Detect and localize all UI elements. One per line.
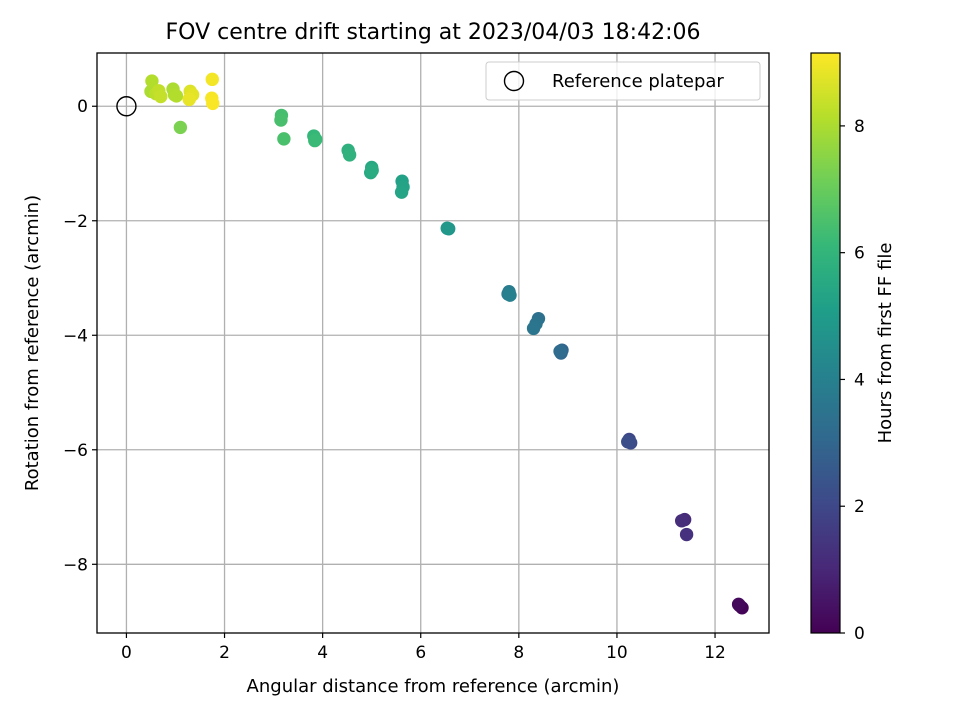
- data-point: [503, 288, 517, 302]
- data-point: [173, 120, 188, 135]
- legend-reference-label: Reference platepar: [552, 71, 724, 92]
- colorbar-ticks: 0 2 4 6 8: [840, 117, 865, 644]
- data-point: [679, 527, 694, 542]
- colorbar-gradient: [810, 52, 841, 634]
- x-axis-label: Angular distance from reference (arcmin): [247, 676, 620, 697]
- colorbar: 0 2 4 6 8 Hours from first FF file: [810, 52, 896, 644]
- legend-reference-marker: [503, 70, 525, 92]
- data-point: [169, 89, 184, 103]
- data-point: [308, 133, 322, 148]
- x-tick-label: 4: [317, 643, 328, 663]
- data-point: [274, 113, 288, 127]
- colorbar-tick-label: 2: [854, 497, 865, 517]
- data-point: [342, 148, 357, 162]
- reference-marker-layer: [116, 96, 137, 117]
- x-tick-label: 0: [121, 643, 132, 663]
- y-tick-label: −4: [63, 326, 88, 346]
- data-point: [731, 597, 746, 612]
- chart-title: FOV centre drift starting at 2023/04/03 …: [166, 20, 701, 45]
- x-tick-label: 10: [606, 643, 628, 663]
- y-axis-ticks: 0 −2 −4 −6 −8: [63, 97, 97, 575]
- y-axis-label: Rotation from reference (arcmin): [22, 195, 43, 491]
- data-point: [553, 344, 567, 359]
- y-tick-label: 0: [77, 97, 88, 117]
- y-tick-label: −6: [63, 441, 88, 461]
- x-tick-label: 6: [415, 643, 426, 663]
- plot-area-frame: [96, 52, 770, 634]
- colorbar-tick-label: 4: [854, 370, 865, 390]
- data-point: [154, 89, 168, 104]
- data-point: [394, 185, 409, 199]
- colorbar-tick-label: 0: [854, 624, 865, 644]
- colorbar-label: Hours from first FF file: [875, 243, 896, 444]
- grid-lines: [97, 53, 769, 633]
- data-point: [182, 92, 196, 107]
- data-point: [206, 96, 220, 111]
- legend: Reference platepar: [485, 61, 761, 101]
- y-tick-label: −8: [63, 555, 88, 575]
- data-point: [526, 321, 541, 336]
- x-axis-ticks: 0 2 4 6 8 10 12: [121, 633, 726, 663]
- data-point: [145, 74, 159, 88]
- x-tick-label: 8: [513, 643, 524, 663]
- y-tick-label: −2: [63, 212, 88, 232]
- data-points: [144, 72, 749, 615]
- data-point: [440, 221, 454, 235]
- legend-box: [485, 61, 761, 101]
- colorbar-tick-label: 8: [854, 117, 865, 137]
- data-point: [621, 435, 635, 449]
- data-point: [674, 514, 689, 528]
- x-tick-label: 12: [704, 643, 726, 663]
- data-point: [277, 132, 291, 146]
- data-point: [365, 163, 379, 178]
- x-tick-label: 2: [219, 643, 230, 663]
- colorbar-tick-label: 6: [854, 244, 865, 264]
- reference-marker: [116, 96, 137, 117]
- data-point: [205, 72, 219, 87]
